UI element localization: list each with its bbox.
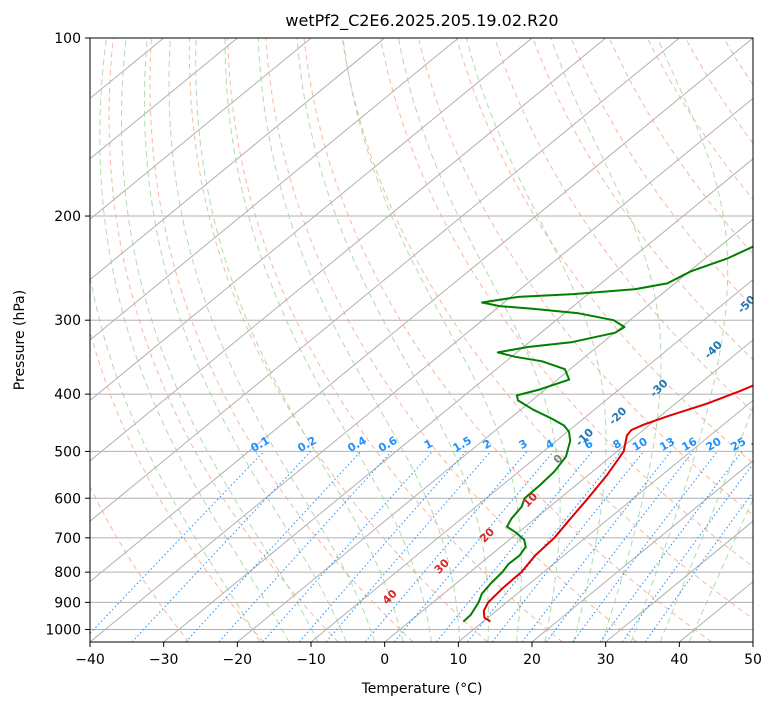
y-tick-label: 300 xyxy=(54,313,81,329)
x-tick-label: 20 xyxy=(523,652,541,668)
y-tick-label: 1000 xyxy=(45,622,81,638)
x-axis-label: Temperature (°C) xyxy=(361,681,483,697)
y-tick-label: 400 xyxy=(54,387,81,403)
y-tick-label: 200 xyxy=(54,209,81,225)
x-tick-label: −30 xyxy=(149,652,179,668)
x-tick-label: 30 xyxy=(597,652,615,668)
y-tick-label: 600 xyxy=(54,491,81,507)
x-tick-label: 50 xyxy=(744,652,762,668)
y-tick-label: 100 xyxy=(54,31,81,47)
x-tick-label: 0 xyxy=(380,652,389,668)
y-tick-label: 700 xyxy=(54,531,81,547)
x-tick-label: 10 xyxy=(449,652,467,668)
y-tick-label: 800 xyxy=(54,565,81,581)
x-tick-label: −20 xyxy=(223,652,253,668)
x-tick-label: −10 xyxy=(296,652,326,668)
chart-title: wetPf2_C2E6.2025.205.19.02.R20 xyxy=(285,11,558,31)
x-tick-label: 40 xyxy=(670,652,688,668)
y-tick-label: 500 xyxy=(54,444,81,460)
y-axis-label: Pressure (hPa) xyxy=(12,290,28,390)
x-tick-label: −40 xyxy=(75,652,105,668)
y-tick-label: 900 xyxy=(54,595,81,611)
